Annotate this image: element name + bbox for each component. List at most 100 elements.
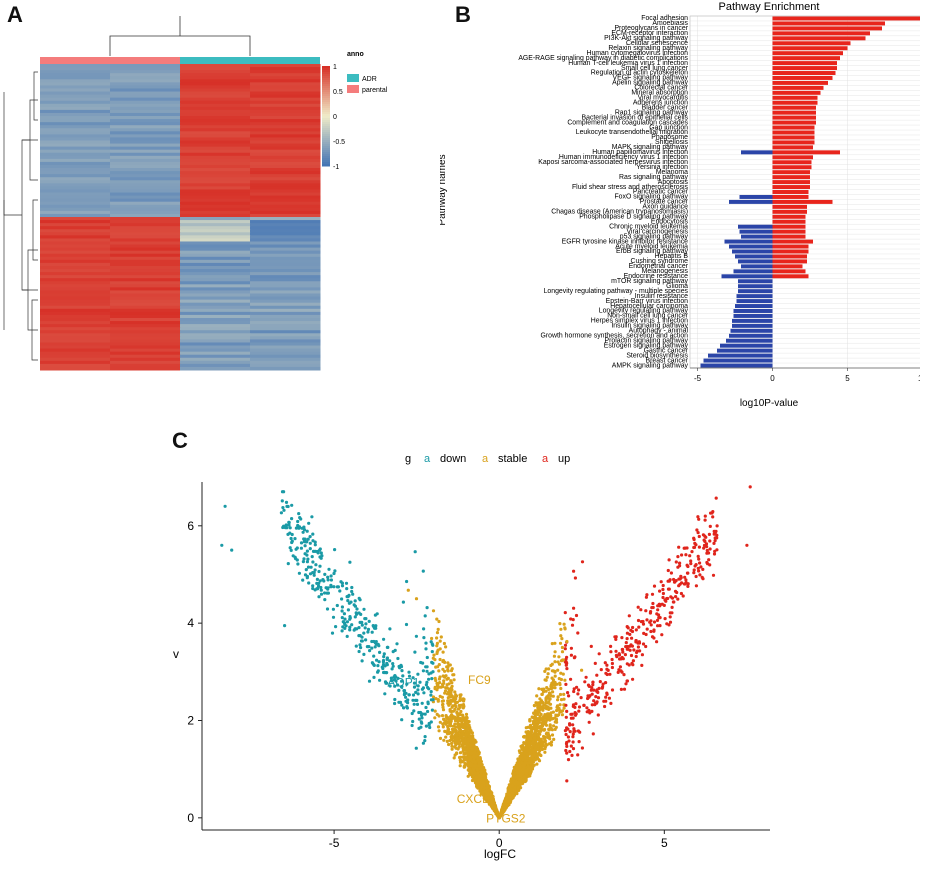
point-stable [535, 752, 539, 756]
point-up [574, 613, 579, 618]
colorbar-segment [322, 114, 330, 117]
point-down [346, 599, 350, 603]
colorbar-segment [322, 72, 330, 75]
point-stable [435, 636, 439, 640]
point-stable [534, 745, 538, 749]
point-up [623, 653, 627, 657]
legend-label-adr: ADR [362, 76, 377, 83]
point-up [564, 703, 568, 707]
point-down [288, 546, 292, 550]
point-up [686, 582, 690, 586]
heatmap-cell [180, 106, 251, 111]
point-stable [520, 751, 524, 755]
point-up [677, 577, 681, 581]
point-down [354, 644, 358, 648]
heatmap-cell [250, 360, 321, 365]
colorbar-segment [322, 148, 330, 151]
point-stable [540, 724, 544, 729]
bar-down [738, 279, 773, 284]
point-stable [553, 686, 557, 690]
heatmap-cell [180, 128, 251, 132]
heatmap-cell [110, 85, 181, 89]
point-up [583, 680, 587, 684]
colorbar-tick-label: -0.5 [333, 139, 345, 146]
point-stable [438, 694, 442, 698]
pathway-label: Small cell lung cancer [621, 65, 689, 72]
point-down [293, 537, 297, 541]
point-up [658, 589, 662, 593]
point-down [331, 615, 336, 619]
point-stable [543, 727, 547, 732]
point-down [364, 638, 368, 642]
point-up [564, 657, 568, 661]
volcano-points [220, 485, 752, 820]
point-stable [469, 762, 473, 766]
point-down [307, 581, 311, 585]
bar-up [772, 155, 813, 160]
heatmap-cell [110, 143, 181, 148]
heatmap-cell [250, 259, 321, 264]
point-up [676, 555, 680, 559]
bar-up [772, 56, 840, 61]
colorbar-segment [322, 128, 330, 131]
heatmap-cell [110, 146, 181, 151]
heatmap-cell [110, 336, 181, 340]
point-down [413, 650, 417, 654]
point-up [748, 485, 752, 489]
heatmap-cell [250, 97, 321, 102]
heatmap-cell [180, 210, 251, 215]
point-stable [549, 706, 553, 710]
point-up [671, 600, 675, 604]
point-up [596, 696, 601, 700]
heatmap-cell [40, 146, 111, 151]
heatmap-cell [40, 183, 111, 187]
heatmap-cell [40, 351, 111, 356]
bar-up [772, 264, 803, 269]
colorbar-tick-label: 0.5 [333, 89, 343, 96]
point-stable [531, 748, 535, 753]
heatmap-cell [40, 293, 111, 298]
heatmap-cell [180, 168, 251, 172]
heatmap-cell [110, 287, 181, 291]
point-up [701, 577, 705, 581]
point-up [630, 636, 634, 640]
point-stable [519, 756, 523, 760]
pathway-label: Leukocyte transendothelial migration [576, 129, 688, 136]
point-up [634, 650, 639, 655]
heatmap-cell [180, 103, 251, 108]
heatmap-cell [40, 213, 111, 218]
point-down [357, 626, 361, 630]
heatmap-cell [110, 79, 181, 83]
point-stable [561, 672, 565, 676]
pathway-label: Human immunodeficiency virus 1 infection [559, 154, 688, 161]
point-down [385, 671, 389, 675]
point-up [636, 605, 640, 609]
heatmap-cell [40, 177, 111, 181]
colorbar-segment [322, 154, 330, 157]
point-up [585, 706, 589, 710]
point-down [404, 622, 409, 627]
heatmap-cell [40, 296, 111, 301]
point-up [576, 631, 580, 635]
pathway-label: Insulin resistance [635, 293, 688, 300]
heatmap-cell [40, 272, 111, 276]
point-down [427, 687, 431, 691]
heatmap-cell [250, 333, 321, 337]
bar-down [703, 358, 773, 363]
point-up [569, 646, 573, 650]
heatmap-cell [40, 269, 111, 273]
heatmap-cell [180, 247, 251, 252]
point-up [571, 740, 575, 744]
point-stable [542, 703, 546, 707]
colorbar-segment [322, 138, 330, 141]
point-down [325, 607, 330, 611]
heatmap-cell [250, 103, 321, 108]
point-stable [514, 780, 518, 784]
pathway-bars [700, 16, 920, 368]
heatmap-cell [180, 348, 251, 353]
heatmap-cell [250, 94, 321, 99]
heatmap-cell [40, 112, 111, 117]
point-down [335, 585, 339, 589]
heatmap-cell [180, 302, 251, 307]
point-stable [553, 660, 557, 664]
